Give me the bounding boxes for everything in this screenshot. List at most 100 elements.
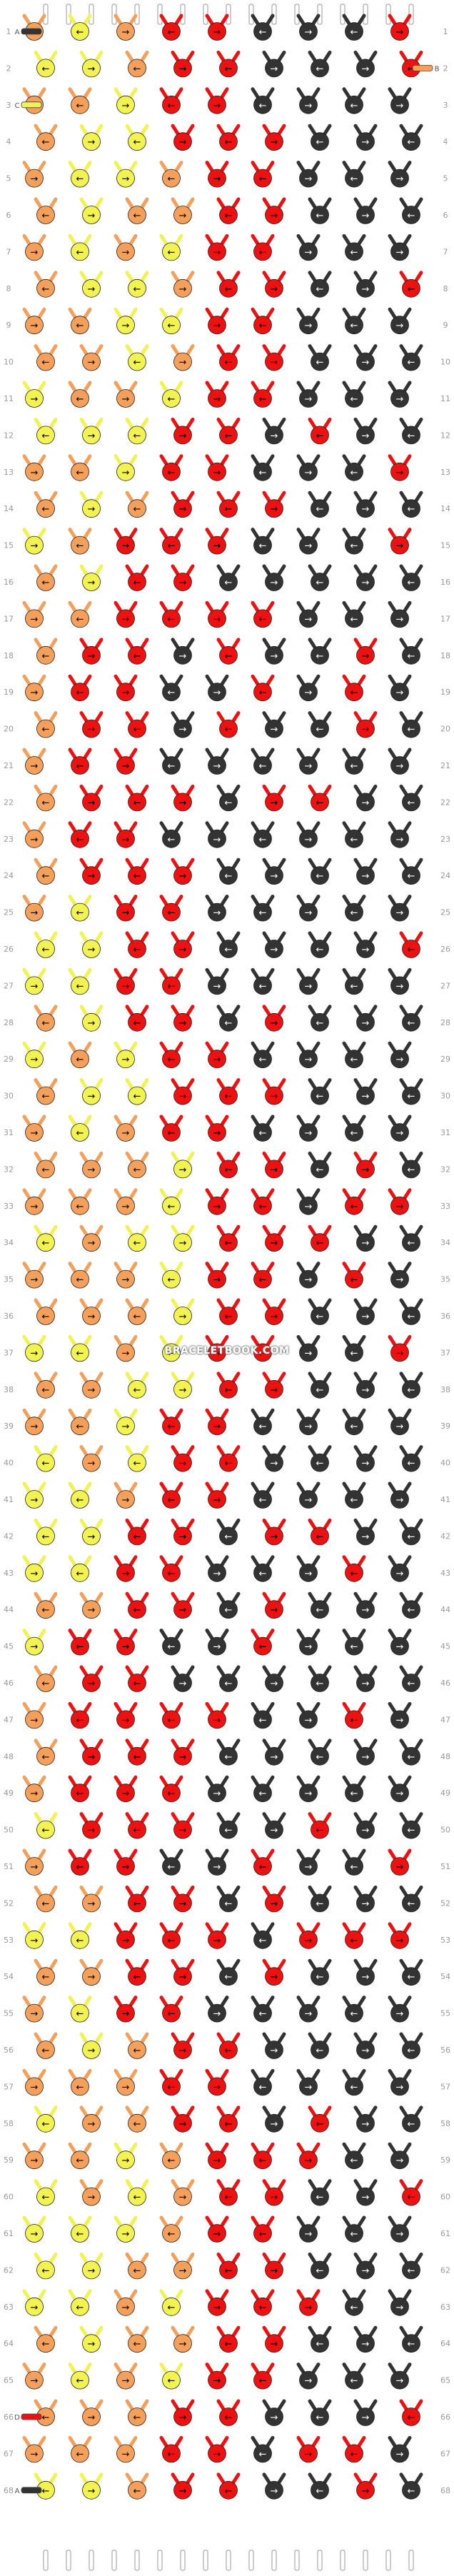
knot (299, 95, 318, 114)
row-number-left: 16 (4, 578, 14, 587)
row-number-right: 7 (443, 247, 448, 256)
knot (299, 389, 318, 408)
knot-direction-icon: ← (350, 2009, 358, 2020)
row-number-left: 20 (4, 725, 14, 734)
knot-direction-icon: ← (133, 1385, 141, 1396)
knot-direction-icon: → (88, 2339, 96, 2350)
row-number-left: 21 (4, 761, 14, 770)
knot (162, 1050, 181, 1069)
knot-direction-icon: → (213, 2229, 221, 2240)
knot-direction-icon: → (88, 1385, 96, 1396)
string-end-bottom (363, 2550, 368, 2571)
knot-direction-icon: → (88, 2413, 96, 2423)
knot-direction-icon: ← (259, 688, 267, 698)
knot-direction-icon: → (305, 2229, 313, 2240)
knot (356, 645, 375, 665)
knot-direction-icon: → (122, 1862, 130, 1873)
row-number-right: 65 (440, 2376, 450, 2385)
knot (36, 206, 55, 224)
knot (356, 2334, 375, 2353)
knot (390, 1269, 409, 1289)
knot-direction-icon: → (362, 1898, 370, 1909)
knot-direction-icon: → (122, 1642, 130, 1653)
knot-direction-icon: ← (350, 2376, 358, 2387)
row-number-right: 27 (440, 981, 450, 990)
row-number-left: 26 (4, 945, 14, 954)
knot-direction-icon: ← (259, 1862, 267, 1873)
knot-direction-icon: ← (350, 1275, 358, 1286)
knot (36, 1453, 55, 1472)
knot-direction-icon: ← (350, 1642, 358, 1653)
knot (36, 1746, 55, 1766)
knot (208, 462, 226, 481)
knot-direction-icon: ← (259, 2155, 267, 2166)
knot (116, 1417, 135, 1436)
knot-direction-icon: ← (350, 394, 358, 405)
knot (265, 1893, 283, 1913)
knot-direction-icon: ← (316, 1238, 324, 1249)
knot (82, 1600, 101, 1619)
knot-direction-icon: → (88, 64, 96, 74)
knot-direction-icon: → (122, 908, 130, 919)
knot (253, 1123, 272, 1142)
knot (299, 1710, 318, 1729)
row-number-left: 42 (4, 1531, 14, 1541)
knot-direction-icon: → (122, 1055, 130, 1065)
knot (219, 352, 238, 371)
row-number-right: 10 (440, 358, 450, 367)
knot-direction-icon: ← (42, 578, 50, 588)
row-number-right: 54 (440, 1972, 450, 1981)
knot-direction-icon: ← (408, 1312, 415, 1322)
knot-direction-icon: → (88, 1679, 96, 1689)
knot-direction-icon: → (396, 247, 404, 258)
knot-direction-icon: → (271, 1752, 278, 1763)
knot-direction-icon: ← (168, 27, 176, 38)
knot (36, 1379, 55, 1399)
knot-direction-icon: ← (350, 1055, 358, 1065)
row-number-right: 23 (440, 835, 450, 844)
knot (116, 316, 135, 335)
knot (265, 132, 283, 151)
row-number-right: 62 (440, 2265, 450, 2275)
knot-direction-icon: ← (76, 835, 84, 845)
knot (390, 22, 409, 41)
knot (36, 645, 55, 665)
knot (162, 168, 181, 188)
knot-direction-icon: → (396, 1788, 404, 1799)
knot-direction-icon: → (31, 1715, 39, 1726)
knot (25, 2297, 44, 2316)
knot (208, 1269, 226, 1289)
knot (390, 2444, 409, 2463)
knot-direction-icon: → (179, 2339, 187, 2350)
knot-direction-icon: → (31, 1495, 39, 1506)
knot-direction-icon: ← (133, 1531, 141, 1542)
knot (402, 2187, 420, 2206)
knot-direction-icon: ← (259, 2229, 267, 2240)
knot-direction-icon: → (122, 394, 130, 405)
row-number-right: 3 (443, 101, 448, 110)
knot-direction-icon: ← (225, 578, 233, 588)
knot (299, 168, 318, 188)
knot-direction-icon: ← (168, 2449, 176, 2460)
knot (128, 2408, 146, 2426)
knot-direction-icon: → (305, 1202, 313, 1212)
knot (299, 462, 318, 481)
knot (219, 206, 238, 224)
row-number-right: 24 (440, 871, 450, 880)
knot (345, 462, 363, 481)
knot-direction-icon: ← (259, 1936, 267, 1946)
knot (390, 1050, 409, 1069)
knot (36, 719, 55, 738)
knot-direction-icon: ← (168, 1569, 176, 1579)
knot-direction-icon: → (31, 1569, 39, 1579)
thread-tag-left (21, 2487, 42, 2494)
knot-direction-icon: ← (350, 1128, 358, 1139)
row-number-left: 59 (4, 2155, 14, 2165)
knot (173, 206, 192, 224)
knot-direction-icon: ← (133, 2046, 141, 2056)
row-number-right: 44 (440, 1605, 450, 1614)
knot-direction-icon: → (396, 761, 404, 772)
row-number-right: 48 (440, 1752, 450, 1761)
knot-direction-icon: → (362, 64, 370, 74)
knot (71, 1196, 89, 1215)
